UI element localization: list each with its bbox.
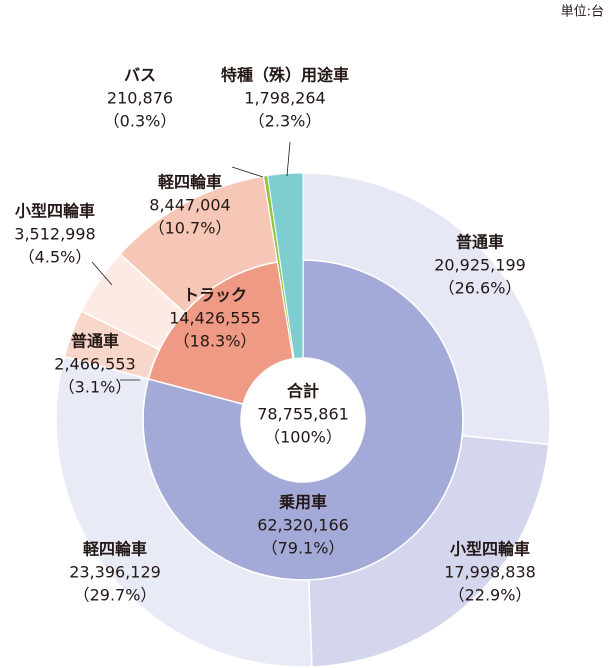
outer-segment-label: 2,466,553 — [54, 355, 135, 374]
outer-segment-label: 軽四輪車 — [158, 173, 222, 192]
outer-segment-label: 普通車 — [456, 233, 504, 252]
segment-label: 乗用車 — [279, 493, 327, 512]
total-label: （100%） — [264, 428, 342, 447]
outer-segment-label: （3.1%） — [59, 378, 132, 397]
outer-segment-label: （22.9%） — [449, 586, 532, 605]
segment — [267, 172, 304, 360]
outer-segment-label: 8,447,004 — [149, 196, 230, 215]
outer-segment-label: 3,512,998 — [14, 225, 95, 244]
segment-label: バス — [124, 66, 156, 85]
segment-label: トラック — [183, 286, 247, 305]
outer-segment — [308, 434, 550, 668]
outer-segment-label: 17,998,838 — [444, 563, 536, 582]
unit-label: 単位:台 — [561, 4, 604, 20]
segment-label: （2.3%） — [249, 112, 322, 131]
segment-label: （79.1%） — [262, 539, 345, 558]
total-label: 合計 — [287, 382, 319, 401]
segment-label: 62,320,166 — [257, 516, 349, 535]
segment-label: 210,876 — [107, 89, 173, 108]
outer-segment-label: 23,396,129 — [69, 563, 161, 582]
total-label: 78,755,861 — [257, 405, 349, 424]
outer-segment-label: 小型四輪車 — [15, 202, 95, 221]
outer-segment-label: 軽四輪車 — [83, 540, 147, 559]
outer-segment-label: 普通車 — [71, 332, 119, 351]
leader-line — [286, 141, 291, 177]
outer-segment-label: （10.7%） — [149, 219, 232, 238]
segment-label: （0.3%） — [104, 112, 177, 131]
segment-label: 特種（殊）用途車 — [221, 66, 349, 85]
segment-label: 1,798,264 — [244, 89, 325, 108]
outer-segment-label: （4.5%） — [19, 248, 92, 267]
outer-segment-label: 小型四輪車 — [450, 540, 530, 559]
outer-segment-label: （26.6%） — [439, 279, 522, 298]
outer-segment — [55, 355, 313, 668]
leader-line — [91, 261, 113, 286]
outer-segment — [302, 172, 551, 446]
outer-segment-label: （29.7%） — [74, 586, 157, 605]
outer-segment-label: 20,925,199 — [434, 256, 526, 275]
segment-label: 14,426,555 — [169, 309, 261, 328]
center-total — [242, 359, 364, 481]
segment-label: （18.3%） — [174, 332, 257, 351]
leader-line — [231, 166, 264, 178]
